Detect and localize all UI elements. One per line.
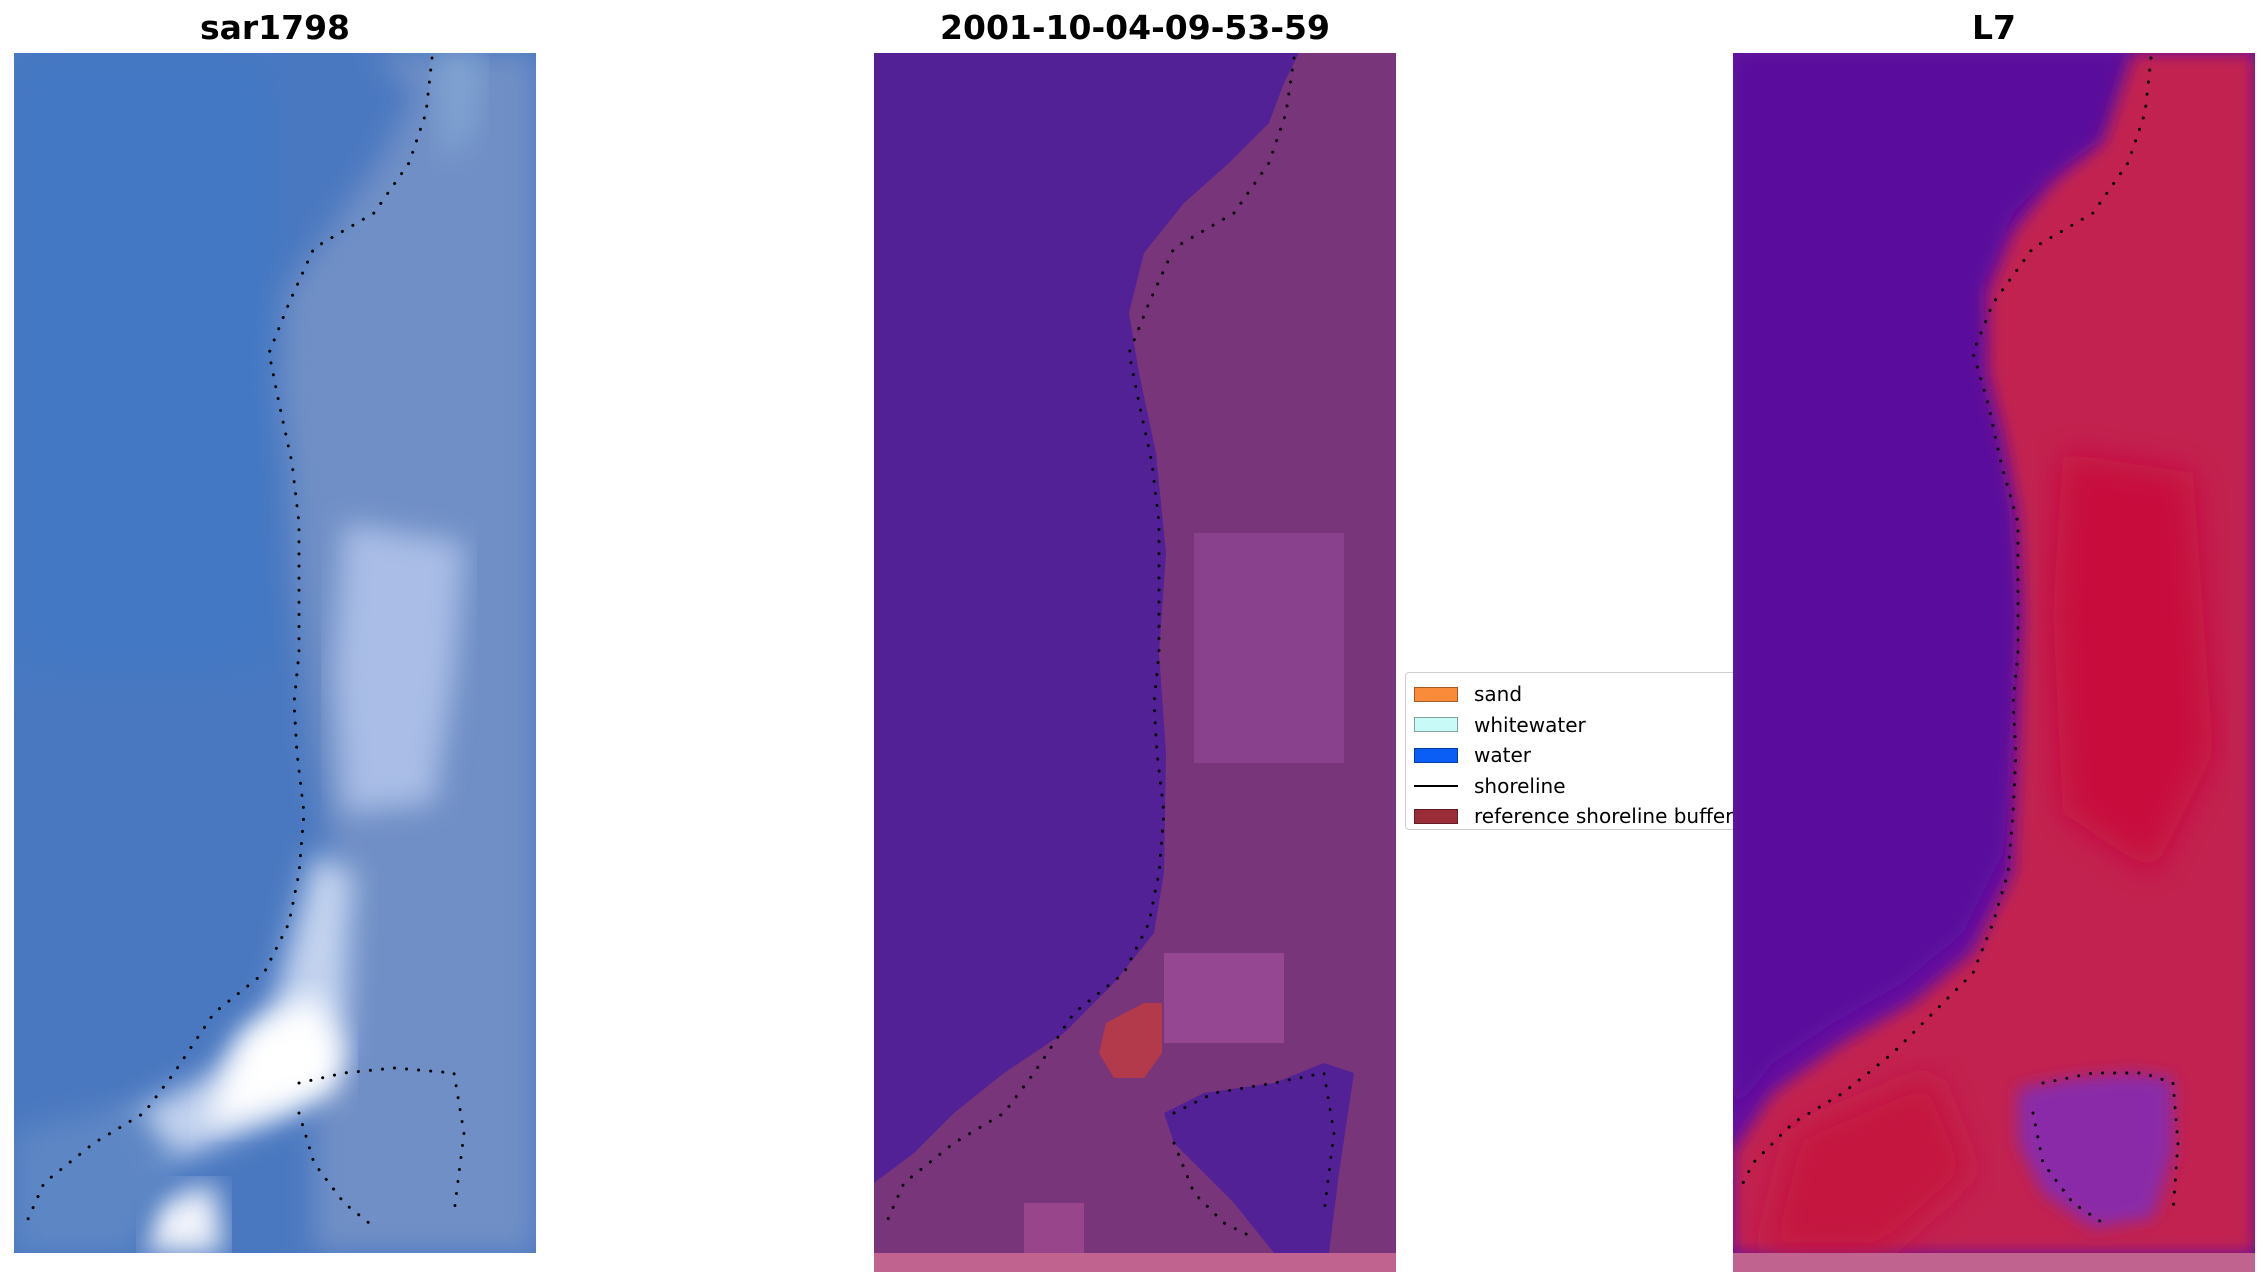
bright-sand-patch bbox=[334, 523, 464, 813]
rgb-image-canvas bbox=[14, 53, 536, 1253]
legend-swatch-sand bbox=[1414, 686, 1458, 702]
legend-item-water: water bbox=[1414, 740, 1739, 771]
rgb-satellite-image bbox=[14, 53, 536, 1253]
panel-title-index: L7 bbox=[1972, 8, 2016, 47]
legend-label-shoreline: shoreline bbox=[1474, 773, 1566, 798]
legend-item-reference-buffer: reference shoreline buffer bbox=[1414, 801, 1739, 832]
legend-label-water: water bbox=[1474, 743, 1531, 768]
high-index-area bbox=[1733, 53, 2255, 1253]
legend-label-reference-buffer: reference shoreline buffer bbox=[1474, 804, 1734, 829]
legend-item-shoreline: shoreline bbox=[1414, 771, 1739, 802]
lagoon-area bbox=[2018, 1073, 2173, 1228]
panel-title-classified: 2001-10-04-09-53-59 bbox=[940, 8, 1330, 47]
legend-swatch-water bbox=[1414, 747, 1458, 763]
legend-label-whitewater: whitewater bbox=[1474, 712, 1586, 737]
panel-title-rgb: sar1798 bbox=[199, 8, 351, 47]
legend-item-sand: sand bbox=[1414, 679, 1739, 710]
bottom-edge-strip bbox=[1733, 1253, 2255, 1272]
classified-image bbox=[874, 53, 1396, 1272]
legend-item-whitewater: whitewater bbox=[1414, 710, 1739, 741]
classified-image-canvas bbox=[874, 53, 1396, 1272]
legend-swatch-reference-buffer bbox=[1414, 808, 1458, 824]
index-image bbox=[1733, 53, 2255, 1272]
bottom-edge-strip bbox=[874, 1253, 1396, 1272]
legend-swatch-shoreline bbox=[1414, 784, 1458, 787]
legend-swatch-whitewater bbox=[1414, 717, 1458, 733]
legend-label-sand: sand bbox=[1474, 682, 1523, 707]
index-image-canvas bbox=[1733, 53, 2255, 1272]
reference-buffer-area bbox=[1099, 1003, 1162, 1078]
lagoon-water-class bbox=[1164, 1063, 1354, 1253]
whitewater-patch bbox=[204, 993, 344, 1128]
legend: sand whitewater water shoreline referenc… bbox=[1405, 672, 1740, 830]
